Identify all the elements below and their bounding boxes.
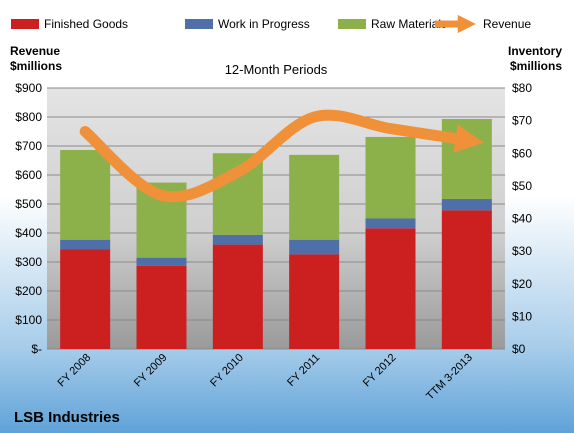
- left-axis-tick-label: $600: [15, 168, 42, 182]
- right-axis-tick-label: $70: [512, 114, 532, 128]
- legend-label-raw-materials: Raw Materials: [371, 17, 447, 31]
- right-axis-ticks: $0 $10 $20 $30 $40 $50 $60 $70 $80: [512, 81, 532, 356]
- right-axis-tick-label: $40: [512, 212, 532, 226]
- bar-work-in-progress: [60, 239, 111, 250]
- bar-raw-materials: [441, 118, 492, 199]
- chart-title: 12-Month Periods: [225, 62, 328, 77]
- legend-label-finished-goods: Finished Goods: [44, 17, 128, 31]
- bar-raw-materials: [365, 136, 416, 219]
- bar-finished-goods: [365, 228, 416, 349]
- bar-work-in-progress: [441, 198, 492, 211]
- bar-raw-materials: [60, 149, 111, 240]
- bar-work-in-progress: [212, 234, 263, 245]
- left-axis-tick-label: $100: [15, 313, 42, 327]
- bar-finished-goods: [136, 265, 187, 349]
- company-name: LSB Industries: [14, 409, 120, 426]
- right-axis-tick-label: $30: [512, 244, 532, 258]
- right-axis-tick-label: $0: [512, 342, 526, 356]
- bar-finished-goods: [212, 244, 263, 349]
- plot-area: [47, 88, 505, 349]
- right-axis-tick-label: $50: [512, 179, 532, 193]
- bar-finished-goods: [289, 254, 340, 349]
- left-axis-tick-label: $500: [15, 197, 42, 211]
- legend-swatch-work-in-progress: [185, 19, 213, 29]
- bar-finished-goods: [60, 249, 111, 349]
- left-axis-tick-label: $400: [15, 226, 42, 240]
- right-axis-tick-label: $60: [512, 146, 532, 160]
- bar-work-in-progress: [289, 239, 340, 255]
- left-axis-tick-label: $800: [15, 110, 42, 124]
- revenue-line: [79, 109, 484, 203]
- right-axis-tick-label: $80: [512, 81, 532, 95]
- legend-swatch-finished-goods: [11, 19, 39, 29]
- legend-swatch-raw-materials: [338, 19, 366, 29]
- right-axis-label-line2: $millions: [510, 59, 562, 73]
- right-axis-tick-label: $20: [512, 277, 532, 291]
- legend-label-revenue: Revenue: [483, 17, 531, 31]
- bar-finished-goods: [441, 210, 492, 349]
- legend: Finished Goods Work in Progress Raw Materi…: [11, 14, 531, 34]
- left-axis-label-line2: $millions: [10, 59, 62, 73]
- right-axis-label-line1: Inventory: [508, 44, 562, 58]
- gridlines: [47, 87, 505, 350]
- left-axis-ticks: $- $100 $200 $300 $400 $500 $600 $700 $800 $900: [15, 81, 42, 356]
- revenue-line-group: [79, 109, 484, 203]
- left-axis-tick-label: $-: [31, 342, 42, 356]
- bar-work-in-progress: [136, 257, 187, 266]
- left-axis-tick-label: $700: [15, 139, 42, 153]
- left-axis-tick-label: $300: [15, 255, 42, 269]
- left-axis-label-line1: Revenue: [10, 44, 60, 58]
- left-axis-tick-label: $900: [15, 81, 42, 95]
- bar-work-in-progress: [365, 218, 416, 229]
- bar-raw-materials: [289, 154, 340, 240]
- left-axis-tick-label: $200: [15, 284, 42, 298]
- right-axis-tick-label: $10: [512, 309, 532, 323]
- legend-label-work-in-progress: Work in Progress: [218, 17, 310, 31]
